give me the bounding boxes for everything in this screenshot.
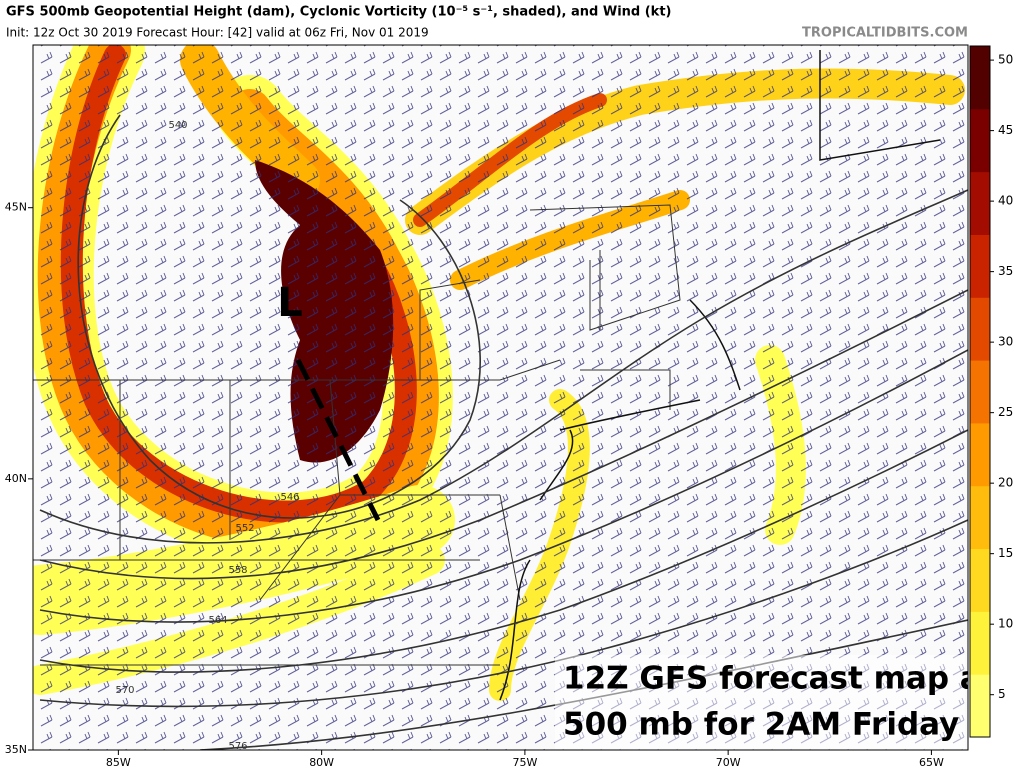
lon-label: 80W [309, 756, 334, 769]
colorbar-segment [970, 171, 990, 235]
colorbar-frame [969, 45, 991, 738]
colorbar-label: 15 [998, 546, 1013, 560]
colorbar-segment [970, 297, 990, 361]
colorbar-segment [970, 611, 990, 675]
wind-barbs [33, 45, 968, 750]
contour-label: 570 [115, 685, 134, 696]
colorbar-label: 40 [998, 194, 1013, 208]
colorbar-segment [970, 108, 990, 173]
colorbar-segment [970, 46, 990, 110]
colorbar-segment [970, 485, 990, 550]
annotation-line: 12Z GFS forecast map at [563, 661, 996, 697]
contour-label: 546 [280, 492, 299, 503]
annotation-line: 500 mb for 2AM Friday [563, 707, 959, 743]
colorbar-segment [970, 548, 990, 612]
contour-label: 576 [228, 741, 247, 752]
lat-label: 45N [5, 201, 27, 214]
low-label: L [277, 280, 303, 326]
boundaries [33, 50, 941, 701]
subtitle: Init: 12z Oct 30 2019 Forecast Hour: [42… [6, 26, 429, 40]
map-frame [32, 44, 969, 751]
contour-label: 564 [208, 615, 227, 626]
colorbar-label: 35 [998, 264, 1013, 278]
lon-label: 70W [716, 756, 741, 769]
source: TROPICALTIDBITS.COM [802, 26, 968, 41]
trough-axis [295, 358, 381, 522]
colorbar-segment [970, 674, 990, 738]
contour-label: 552 [235, 523, 254, 534]
contour-label: 558 [228, 565, 247, 576]
title: GFS 500mb Geopotential Height (dam), Cyc… [6, 5, 672, 20]
map-area: L 12Z GFS forecast map at 500 mb for 2AM… [33, 45, 996, 752]
colorbar-label: 45 [998, 123, 1013, 137]
colorbar-label: 5 [998, 687, 1006, 701]
colorbar-segment [970, 422, 990, 487]
colorbar-label: 25 [998, 405, 1013, 419]
lon-label: 85W [106, 756, 131, 769]
colorbar-segment [970, 234, 990, 298]
annotation-backdrop [555, 655, 965, 750]
colorbar-label: 10 [998, 617, 1013, 631]
lat-label: 35N [5, 743, 27, 756]
colorbar-segment [970, 360, 990, 424]
contour-label: 540 [168, 120, 187, 131]
colorbar-label: 20 [998, 476, 1013, 490]
colorbar-label: 30 [998, 335, 1013, 349]
lat-label: 40N [5, 472, 27, 485]
colorbar-label: 50 [998, 53, 1013, 67]
lon-label: 75W [512, 756, 537, 769]
lon-label: 65W [919, 756, 944, 769]
height-contours [39, 114, 968, 750]
